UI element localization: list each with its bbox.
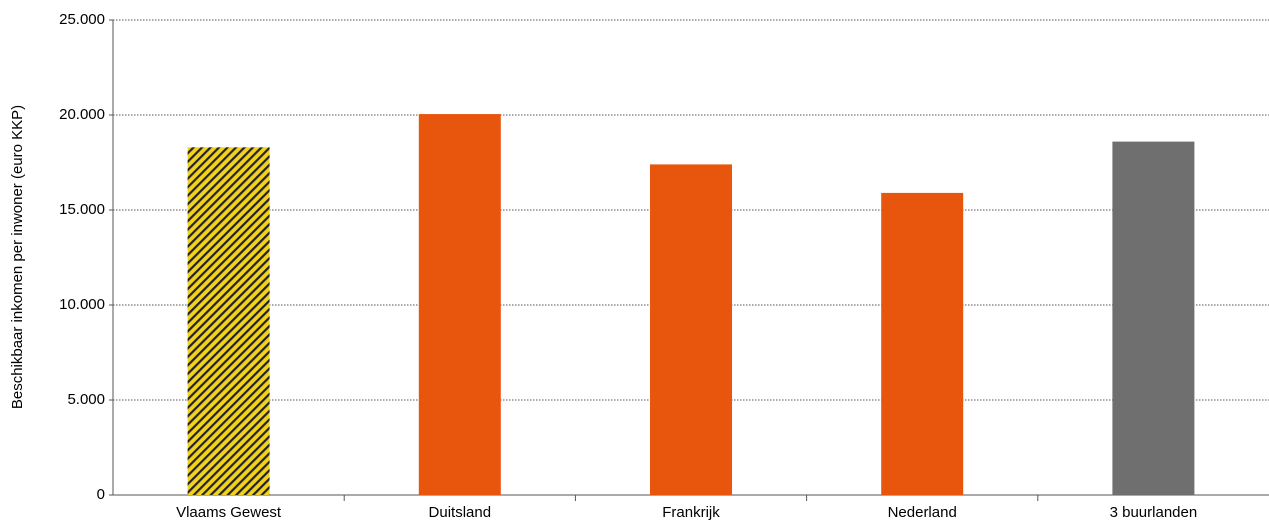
x-tick-label: Frankrijk [662, 504, 720, 521]
y-tick-label: 5.000 [67, 391, 105, 408]
y-tick-label: 25.000 [59, 11, 105, 28]
x-tick-label: 3 buurlanden [1110, 504, 1198, 521]
y-tick-label: 0 [97, 486, 105, 503]
y-tick-label: 15.000 [59, 201, 105, 218]
x-tick-label: Duitsland [429, 504, 492, 521]
y-tick-label: 20.000 [59, 106, 105, 123]
y-axis-label: Beschikbaar inkomen per inwoner (euro KK… [9, 105, 26, 409]
x-tick-label: Vlaams Gewest [176, 504, 282, 521]
bar [1112, 141, 1195, 495]
bar [881, 192, 964, 495]
bar [187, 147, 270, 496]
y-tick-label: 10.000 [59, 296, 105, 313]
bar [418, 114, 501, 496]
x-tick-label: Nederland [888, 504, 957, 521]
bar [650, 164, 732, 495]
